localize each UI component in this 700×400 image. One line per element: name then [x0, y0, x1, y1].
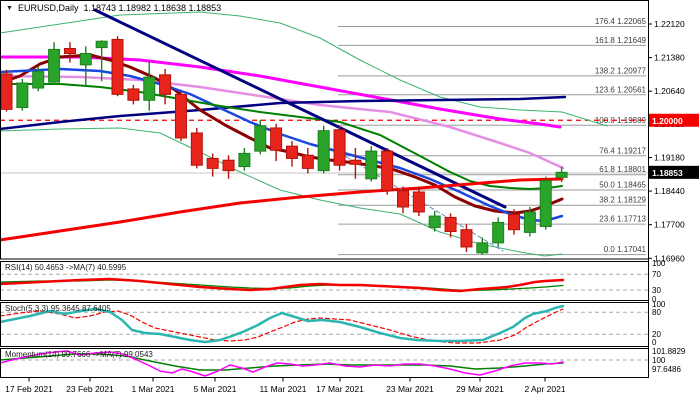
price-tick-label: 1.17700 [654, 220, 685, 230]
fib-level-label: 38.2 1.18129 [599, 196, 646, 205]
chart-title-symbol: EURUSD,Daily [17, 3, 79, 13]
candle-body [79, 53, 92, 66]
candle-body [539, 180, 552, 228]
rsi-label: RSI(14) 50.4653 ->MA(7) 40.5995 [5, 263, 127, 272]
candle-body [238, 152, 251, 168]
candle-body [508, 213, 521, 231]
candle-body [254, 125, 267, 152]
chart-title-quote: 1.18743 1.18982 1.18638 1.18853 [83, 3, 222, 13]
fib-level-label: 23.6 1.17713 [599, 215, 646, 224]
fib-level-label: 176.4 1.22065 [595, 17, 647, 26]
stoch-scale-label: 100 [652, 300, 666, 309]
candle-body [333, 129, 346, 166]
date-tick-label: 5 Mar 2021 [194, 384, 237, 394]
price-tick-label: 1.18440 [654, 186, 685, 196]
momentum-scale-label: 101.8829 [652, 347, 686, 356]
symbol-marker-icon[interactable]: ▼ [6, 4, 13, 12]
candle-body [301, 154, 314, 169]
fib-level-label: 0.0 1.17041 [604, 245, 647, 254]
candle-body [174, 93, 187, 139]
overlay-trendline-red [0, 177, 564, 242]
candle-body [190, 132, 203, 166]
fib-level-label: 138.2 1.20977 [595, 66, 647, 75]
rsi-scale-label: 0 [652, 295, 657, 304]
date-tick-label: 1 Mar 2021 [132, 384, 175, 394]
candle-body [381, 150, 394, 192]
bid-price-box-label: 1.18853 [652, 168, 683, 178]
stoch-scale-label: 0 [652, 338, 657, 347]
candle-body [397, 190, 409, 208]
candle-body [412, 191, 425, 213]
stoch-scale-label: 80 [652, 308, 661, 317]
candle-body [159, 74, 172, 95]
fib-level-label: 50.0 1.18465 [599, 180, 646, 189]
rsi-scale-label: 100 [652, 259, 666, 268]
candle-body [222, 159, 235, 172]
candle-body [317, 130, 330, 172]
candle-body [0, 73, 13, 110]
rsi-main-line [0, 277, 565, 293]
candle-body [349, 159, 362, 165]
date-tick-label: 17 Mar 2021 [316, 384, 364, 394]
momentum-scale-label: 97.6486 [652, 365, 681, 374]
price-tick-label: 1.16960 [654, 253, 685, 263]
bid-price-box [649, 165, 699, 179]
stoch-main-line [0, 304, 565, 344]
stoch-label: Stoch(5,3,3) 95.3645 87.6405 [5, 304, 111, 313]
date-tick-label: 29 Mar 2021 [456, 384, 504, 394]
candle-body [460, 229, 473, 248]
fib-level-label: 76.4 1.19217 [599, 146, 646, 155]
fib-level-label: 61.8 1.18801 [599, 165, 646, 174]
candle-body [16, 82, 29, 109]
overlay-trendline-navy [93, 8, 507, 209]
rsi-scale-label: 70 [652, 270, 661, 279]
candle-body [206, 157, 219, 169]
price-tick-label: 1.20640 [654, 86, 685, 96]
date-tick-label: 23 Feb 2021 [66, 384, 114, 394]
stoch-scale-label: 20 [652, 330, 661, 339]
fib-level-label: 123.6 1.20561 [595, 85, 647, 94]
level-price-box-label: 1.20000 [652, 116, 683, 126]
momentum-signal-line [0, 353, 564, 371]
candle-body [32, 71, 45, 89]
fib-level-label: 100.0 1.19889 [595, 116, 647, 125]
date-tick-label: 23 Mar 2021 [386, 384, 434, 394]
candle-body [127, 88, 140, 101]
momentum-main-line [0, 350, 564, 377]
candle-body [523, 211, 536, 233]
overlay-ma-navy-200 [0, 95, 567, 131]
candle-body [476, 242, 489, 254]
candle-body [555, 171, 568, 178]
momentum-label: Momentum(14) 99.7666 ->MA(7) 99.0543 [5, 350, 153, 359]
candle-body [95, 40, 108, 49]
rsi-scale-label: 30 [652, 286, 661, 295]
date-tick-label: 2 Apr 2021 [524, 384, 565, 394]
candle-body [48, 48, 61, 83]
candle-body [428, 215, 441, 228]
overlay-ma-darkred [0, 53, 564, 215]
candle-body [365, 150, 378, 180]
candle-body [143, 76, 156, 101]
overlay-bollinger-lower [0, 127, 563, 257]
price-tick-label: 1.19180 [654, 152, 685, 162]
date-tick-label: 17 Feb 2021 [5, 384, 53, 394]
chart-title-bar: ▼ EURUSD,Daily 1.18743 1.18982 1.18638 1… [6, 3, 221, 13]
price-tick-label: 1.21380 [654, 53, 685, 63]
level-price-box [649, 113, 699, 127]
candle-body [63, 48, 76, 55]
candle-body [492, 221, 505, 244]
fib-level-label: 161.8 1.21649 [595, 36, 647, 45]
candle-body [444, 216, 457, 233]
momentum-scale-label: 100 [652, 356, 666, 365]
candle-body [270, 127, 283, 151]
price-tick-label: 1.22120 [654, 19, 685, 29]
overlay-bollinger-upper [0, 11, 608, 127]
date-tick-label: 11 Mar 2021 [259, 384, 306, 394]
candle-body [285, 145, 298, 159]
candle-body [111, 38, 124, 95]
